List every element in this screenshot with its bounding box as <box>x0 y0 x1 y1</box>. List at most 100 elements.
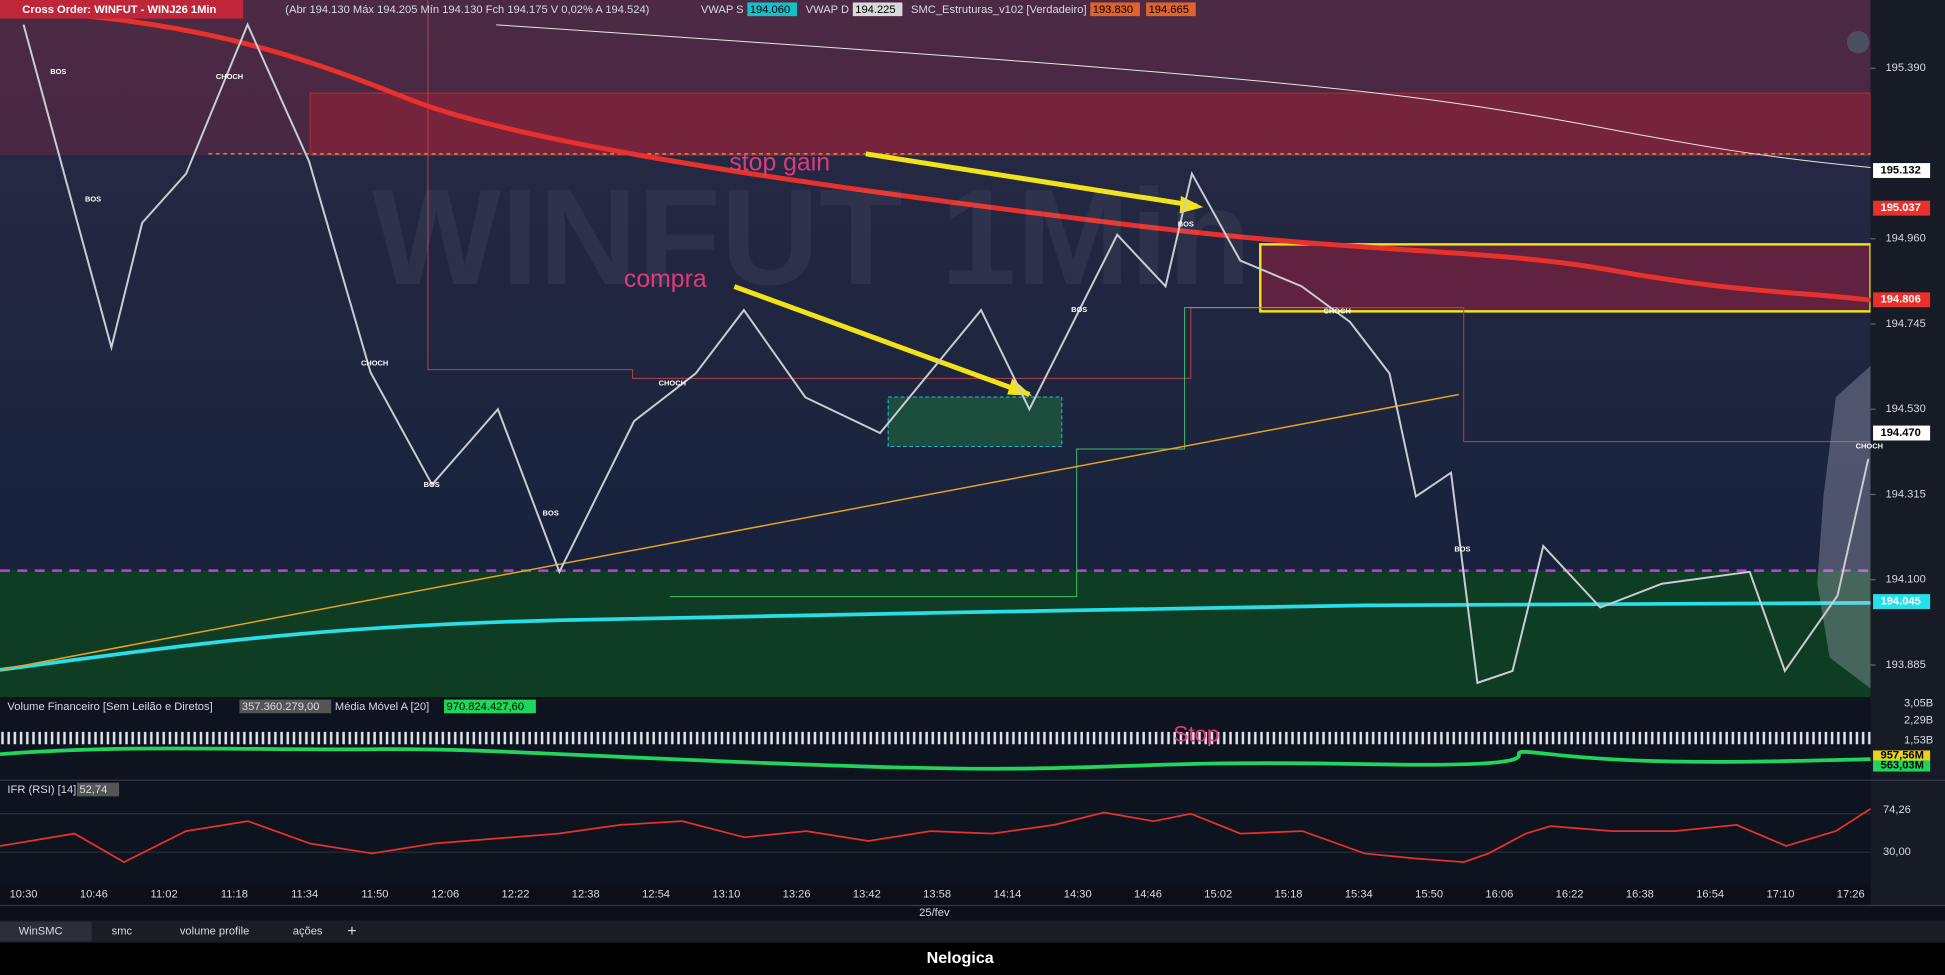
structure-label: BOS <box>50 67 66 76</box>
level-marker <box>1873 200 1931 216</box>
supply-block <box>309 92 1871 156</box>
level-label: 195.037 <box>1880 202 1920 214</box>
x-tick-label: 15:50 <box>1415 888 1443 900</box>
volume-ma <box>0 746 1871 771</box>
watermark: WINFUT 1Min <box>372 160 1251 313</box>
structure-line <box>669 307 1338 598</box>
order-block <box>1259 243 1872 313</box>
x-tick-label: 14:46 <box>1134 888 1162 900</box>
indicator-value: 194.060 <box>750 4 790 16</box>
price-line <box>22 22 1870 685</box>
indicator-value: 194.665 <box>1149 4 1189 16</box>
tab[interactable]: smc <box>112 926 133 938</box>
tab[interactable]: volume profile <box>180 926 249 938</box>
badge-label: 563,03M <box>1880 759 1923 771</box>
structure-label: BOS <box>1071 305 1087 314</box>
trend-line <box>0 393 1459 671</box>
panel-value: 52,74 <box>79 784 107 796</box>
badge <box>1146 2 1196 17</box>
x-tick-label: 11:50 <box>361 888 388 900</box>
symbol-box[interactable] <box>0 0 244 19</box>
y-tick-label: 194.960 <box>1885 233 1925 245</box>
x-tick-label: 13:10 <box>712 888 740 900</box>
annotation: stop gain <box>729 149 830 176</box>
y-tick-label: 194.100 <box>1885 574 1925 586</box>
structure-label: BOS <box>85 195 101 204</box>
panel-title: IFR (RSI) [14] <box>7 784 76 796</box>
add-tab[interactable]: + <box>347 922 356 940</box>
x-tick-label: 16:38 <box>1626 888 1654 900</box>
volume-bars <box>0 731 1871 780</box>
arrow <box>733 284 1031 397</box>
structure-label: BOS <box>1454 544 1470 553</box>
tab[interactable]: WinSMC <box>19 926 63 938</box>
structure-label: BOS <box>424 480 440 489</box>
axis-label: 3,05B <box>1904 697 1933 709</box>
panel-value: 357.360.279,00 <box>242 701 320 713</box>
indicator-value: 194.225 <box>855 4 895 16</box>
structure-label: CHOCH <box>1856 442 1883 451</box>
tab-bar <box>0 920 1945 943</box>
structure-label: CHOCH <box>1324 306 1351 315</box>
x-tick-label: 14:14 <box>993 888 1021 900</box>
x-tick-label: 13:58 <box>923 888 951 900</box>
badge <box>239 699 332 714</box>
x-tick-label: 12:38 <box>572 888 600 900</box>
indicator-label: SMC_Estruturas_v102 [Verdadeiro] <box>911 4 1087 16</box>
badge <box>1090 2 1140 17</box>
ohlc: (Abr 194.130 Máx 194.205 Mín 194.130 Fch… <box>285 4 649 16</box>
symbol[interactable]: Cross Order: WINFUT - WINJ26 1Min <box>22 4 216 16</box>
level-label: 194.045 <box>1880 596 1920 608</box>
panel-title: Volume Financeiro [Sem Leilão e Diretos] <box>7 701 212 713</box>
x-tick-label: 10:30 <box>10 888 38 900</box>
axis-label: 2,29B <box>1904 715 1933 727</box>
rsi-panel <box>0 781 1871 884</box>
annotation: Stop <box>1173 721 1219 746</box>
moving-average <box>0 7 1871 303</box>
level-label: 195.132 <box>1880 164 1920 176</box>
level-marker <box>1873 292 1931 308</box>
badge-label: 957,56M <box>1880 749 1923 761</box>
indicator-label: VWAP D <box>806 4 849 16</box>
y-tick-label: 194.745 <box>1885 318 1925 330</box>
level-marker <box>1873 425 1931 441</box>
structure-line <box>427 0 1871 443</box>
x-tick-label: 14:30 <box>1064 888 1092 900</box>
y-tick-label: 193.885 <box>1885 659 1925 671</box>
badge <box>1873 760 1931 772</box>
structure-label: BOS <box>1178 219 1194 228</box>
badge <box>444 699 536 714</box>
indicator-value: 193.830 <box>1093 4 1133 16</box>
supply-zone <box>0 0 1871 156</box>
volume-profile <box>1817 365 1871 689</box>
x-tick-label: 11:18 <box>221 888 248 900</box>
x-tick-label: 16:06 <box>1485 888 1513 900</box>
x-tick-label: 11:02 <box>151 888 178 900</box>
tab[interactable]: ações <box>293 926 323 938</box>
y-tick-label: 194.530 <box>1885 403 1925 415</box>
brand: Nelogica <box>927 949 995 967</box>
panel-value: 970.824.427,60 <box>447 701 525 713</box>
level-marker <box>1873 163 1931 178</box>
x-tick-label: 12:06 <box>431 888 459 900</box>
x-tick-label: 16:22 <box>1556 888 1584 900</box>
level-label: 194.806 <box>1880 294 1920 306</box>
x-tick-label: 11:34 <box>291 888 318 900</box>
indicator-label: VWAP S <box>701 4 744 16</box>
badge <box>852 2 903 17</box>
annotation: compra <box>624 266 707 293</box>
arrow <box>865 151 1198 209</box>
badge <box>76 782 120 797</box>
scroll-button[interactable] <box>1847 31 1870 54</box>
rsi-line <box>0 808 1872 864</box>
structure-label: CHOCH <box>361 358 388 367</box>
structure-label: CHOCH <box>659 378 686 387</box>
axis-label: 74,26 <box>1883 804 1911 816</box>
tab-active <box>0 921 92 942</box>
y-tick-label: 194.315 <box>1885 488 1925 500</box>
structure-label: CHOCH <box>216 72 243 81</box>
vwap-d-line <box>496 24 1871 168</box>
x-tick-label: 13:42 <box>853 888 881 900</box>
badge <box>747 2 797 17</box>
x-tick-label: 17:10 <box>1766 888 1794 900</box>
